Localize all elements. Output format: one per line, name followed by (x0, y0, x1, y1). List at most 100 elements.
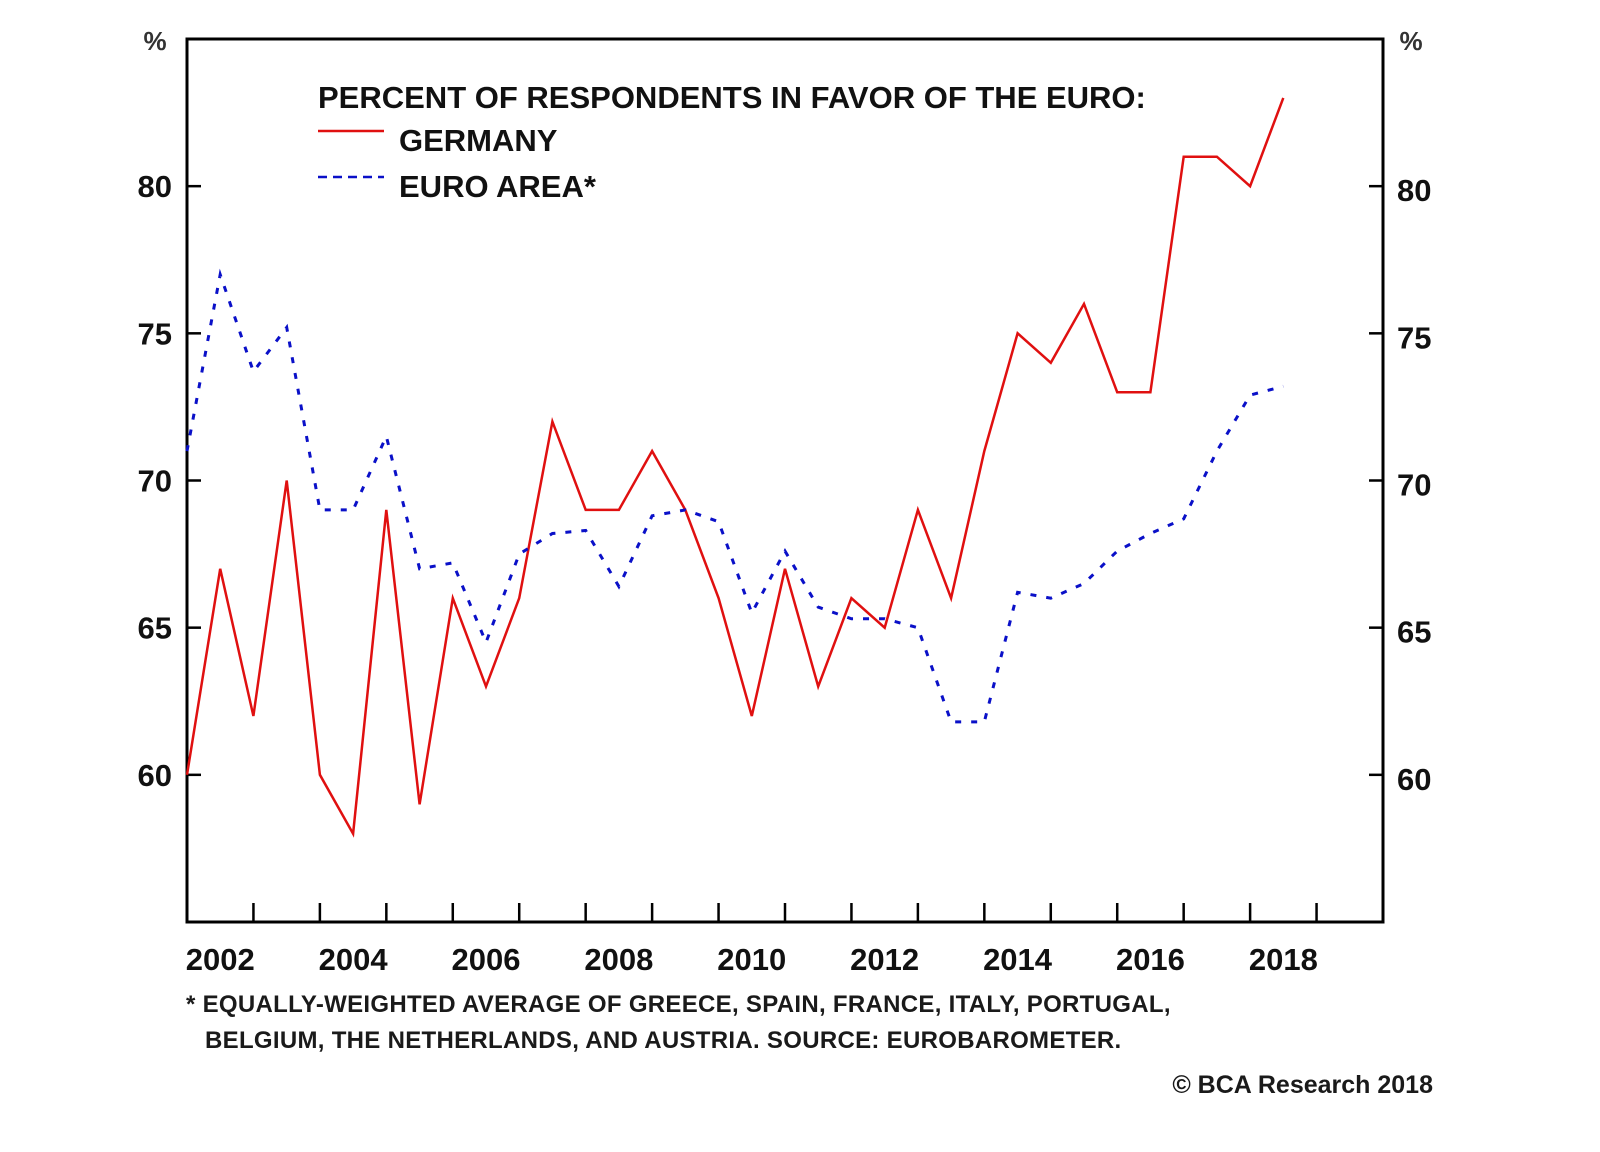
data-point-euro-area (319, 509, 321, 511)
data-point-germany (817, 685, 819, 687)
data-point-germany (385, 509, 387, 511)
x-tick-label: 2012 (850, 942, 919, 977)
data-point-germany (1083, 303, 1085, 305)
data-point-euro-area (684, 509, 686, 511)
data-point-euro-area (385, 435, 387, 437)
y-axis-right: 60 65 70 75 80 (1369, 173, 1431, 797)
data-point-euro-area (883, 618, 885, 620)
y-tick-label-right: 75 (1397, 320, 1431, 355)
y-tick-label-right: 80 (1397, 173, 1431, 208)
data-point-euro-area (551, 532, 553, 534)
footnote-line-1: * EQUALLY-WEIGHTED AVERAGE OF GREECE, SP… (186, 991, 1171, 1018)
x-tick-label: 2002 (186, 942, 255, 977)
legend-label-germany: GERMANY (399, 123, 558, 158)
y-axis-left: 60 65 70 75 80 (138, 169, 201, 793)
x-tick-label: 2006 (452, 942, 521, 977)
data-point-germany (518, 597, 520, 599)
data-point-euro-area (651, 515, 653, 517)
data-point-euro-area (485, 641, 487, 643)
x-tick-label: 2018 (1249, 942, 1318, 977)
data-point-germany (751, 715, 753, 717)
data-point-germany (285, 479, 287, 481)
y-tick-label-left: 80 (138, 169, 172, 204)
data-point-euro-area (850, 618, 852, 620)
data-point-germany (883, 626, 885, 628)
data-point-germany (1249, 185, 1251, 187)
data-point-euro-area (186, 450, 188, 452)
data-point-germany (418, 803, 420, 805)
data-point-germany (1016, 332, 1018, 334)
data-point-germany (1149, 391, 1151, 393)
x-tick-label: 2014 (983, 942, 1053, 977)
plot-frame (185, 37, 1385, 924)
data-point-germany (1116, 391, 1118, 393)
series-layer (185, 97, 1285, 838)
data-point-euro-area (618, 585, 620, 587)
data-point-germany (983, 450, 985, 452)
data-point-euro-area (1149, 532, 1151, 534)
data-point-euro-area (584, 529, 586, 531)
data-point-euro-area (917, 626, 919, 628)
data-point-germany (618, 509, 620, 511)
data-point-euro-area (1016, 591, 1018, 593)
copyright: © BCA Research 2018 (1172, 1071, 1433, 1099)
data-point-euro-area (784, 550, 786, 552)
data-point-euro-area (219, 273, 221, 275)
y-tick-label-left: 60 (138, 758, 172, 793)
data-point-germany (1050, 362, 1052, 364)
data-point-germany (850, 597, 852, 599)
data-point-euro-area (352, 509, 354, 511)
series-line-germany (185, 97, 1285, 838)
y-tick-label-left: 75 (138, 316, 172, 351)
y-tick-label-right: 65 (1397, 615, 1431, 650)
data-point-germany (717, 597, 719, 599)
data-point-euro-area (452, 562, 454, 564)
data-point-germany (1216, 156, 1218, 158)
y-tick-label-right: 60 (1397, 762, 1431, 797)
data-point-germany (319, 774, 321, 776)
legend-label-euro-area: EURO AREA* (399, 169, 597, 204)
x-tick-label: 2010 (717, 942, 786, 977)
x-tick-label: 2016 (1116, 942, 1185, 977)
data-point-germany (950, 597, 952, 599)
data-point-euro-area (1050, 597, 1052, 599)
data-point-euro-area (1083, 582, 1085, 584)
data-point-euro-area (1249, 394, 1251, 396)
data-point-euro-area (1216, 450, 1218, 452)
y-tick-label-left: 70 (138, 464, 172, 499)
data-point-euro-area (950, 721, 952, 723)
footnote-line-2: BELGIUM, THE NETHERLANDS, AND AUSTRIA. S… (205, 1027, 1122, 1054)
y-tick-label-left: 65 (138, 611, 172, 646)
data-point-euro-area (717, 521, 719, 523)
data-point-euro-area (418, 568, 420, 570)
data-point-germany (917, 509, 919, 511)
right-axis-unit: % (1399, 26, 1422, 56)
data-point-euro-area (285, 326, 287, 328)
data-point-euro-area (252, 370, 254, 372)
data-point-euro-area (1182, 518, 1184, 520)
data-point-germany (252, 715, 254, 717)
data-point-euro-area (983, 721, 985, 723)
data-point-euro-area (1116, 550, 1118, 552)
y-tick-label-right: 70 (1397, 468, 1431, 503)
data-point-germany (1182, 156, 1184, 158)
data-point-germany (584, 509, 586, 511)
left-axis-unit: % (143, 26, 166, 56)
series-line-euro-area (185, 268, 1284, 724)
data-point-germany (452, 597, 454, 599)
data-point-germany (186, 774, 188, 776)
x-tick-label: 2008 (584, 942, 653, 977)
data-point-germany (352, 833, 354, 835)
x-axis: 2002 2004 2006 2008 2010 2012 2014 2016 2018 (186, 903, 1318, 977)
data-point-germany (1282, 97, 1284, 99)
data-point-germany (551, 420, 553, 422)
legend-title: PERCENT OF RESPONDENTS IN FAVOR OF THE E… (318, 80, 1146, 115)
data-point-germany (784, 568, 786, 570)
data-point-euro-area (1282, 385, 1284, 387)
data-point-euro-area (751, 612, 753, 614)
data-point-euro-area (518, 553, 520, 555)
legend: PERCENT OF RESPONDENTS IN FAVOR OF THE E… (318, 80, 1146, 204)
x-tick-label: 2004 (319, 942, 389, 977)
data-point-euro-area (817, 606, 819, 608)
